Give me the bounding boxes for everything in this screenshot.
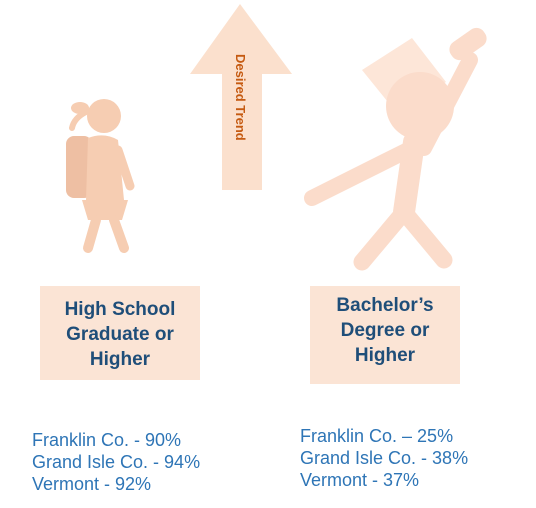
panel-title: Graduate or — [66, 324, 174, 345]
stat-line: Vermont - 92% — [32, 474, 151, 494]
panel-box — [40, 286, 200, 380]
panel-box — [310, 286, 460, 384]
stat-line: Vermont - 37% — [300, 470, 419, 490]
arrow-label: Desired Trend — [233, 54, 248, 141]
graduate-figure — [304, 27, 487, 271]
panel-title: Degree or — [341, 320, 430, 341]
student-figure — [66, 99, 135, 253]
stat-line: Grand Isle Co. - 94% — [32, 452, 200, 472]
trend-arrow — [190, 4, 292, 190]
stat-line: Franklin Co. - 90% — [32, 430, 181, 450]
panel-title: High School — [65, 299, 176, 320]
panel-title: Bachelor’s — [336, 295, 433, 316]
panel-title: Higher — [355, 345, 416, 366]
panel-title: Higher — [90, 349, 151, 370]
stat-line: Grand Isle Co. - 38% — [300, 448, 468, 468]
stat-line: Franklin Co. – 25% — [300, 426, 453, 446]
